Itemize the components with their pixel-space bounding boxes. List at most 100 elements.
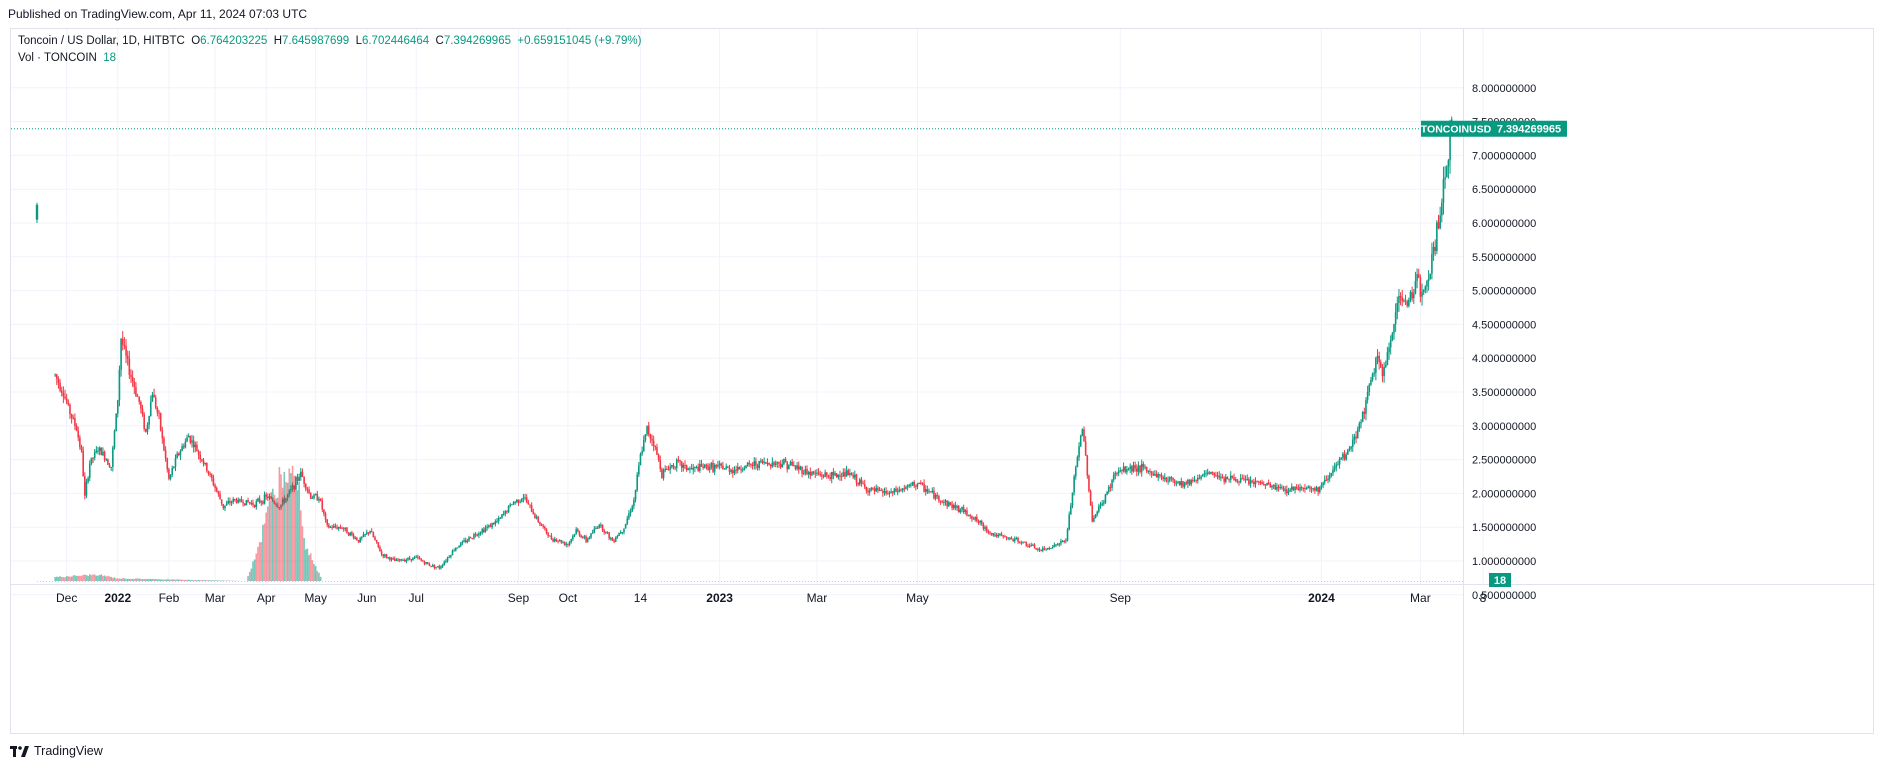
candle-body (1259, 481, 1262, 483)
candle-body (464, 540, 467, 542)
candle-body (60, 390, 63, 394)
candle-body (346, 527, 348, 534)
candle-body (677, 459, 680, 461)
candle-body (903, 488, 906, 490)
candle-body (1139, 465, 1141, 473)
candle-body (1117, 471, 1120, 474)
candle-body (1345, 454, 1347, 460)
volume-bar (85, 575, 88, 581)
candle-body (502, 513, 505, 515)
candle-body (1264, 484, 1267, 486)
candle-body (539, 521, 541, 525)
candle-body (1012, 539, 1014, 542)
candle-body (746, 462, 749, 466)
candle-body (1348, 448, 1351, 450)
candle-body (728, 467, 731, 472)
volume-bar (308, 555, 310, 581)
candle-body (1028, 545, 1031, 547)
candle-body (633, 499, 635, 507)
candle-body (1327, 478, 1329, 480)
candle-body (1091, 505, 1094, 522)
candle-body (455, 547, 457, 551)
volume-bar (301, 526, 304, 581)
candle-body (957, 506, 960, 513)
candle-body (855, 474, 858, 483)
candle-body (1411, 292, 1413, 299)
candle-body (329, 526, 332, 528)
candle-body (1216, 475, 1219, 477)
candle-body (105, 459, 108, 461)
candle-body (979, 520, 981, 523)
candle-body (1426, 280, 1428, 287)
candle-body (1444, 177, 1446, 180)
candle-body (684, 464, 686, 466)
volume-bar (154, 578, 157, 581)
candle-body (547, 533, 549, 536)
candle-body (618, 533, 620, 537)
candle-body (1215, 475, 1217, 477)
candle-body (1299, 487, 1301, 491)
candle-body (1025, 541, 1028, 546)
volume-bar (105, 576, 108, 581)
candle-body (707, 465, 709, 470)
candle-body (370, 531, 373, 533)
volume-bar (313, 564, 315, 581)
candle-body (890, 491, 892, 493)
x-tick-label: Jun (357, 591, 376, 605)
candle-body (1147, 470, 1150, 472)
volume-bar (62, 577, 65, 581)
candle-body (568, 541, 571, 545)
candle-body (1277, 486, 1280, 488)
candle-body (1131, 466, 1133, 472)
volume-bar (182, 579, 185, 581)
candle-body (1442, 179, 1445, 203)
candle-body (1386, 352, 1389, 365)
x-tick-label: Apr (257, 591, 276, 605)
volume-label[interactable]: Vol · TONCOIN (18, 52, 97, 64)
volume-bar (123, 578, 126, 581)
volume-bar (204, 580, 206, 581)
volume-bar (145, 579, 147, 581)
candle-body (880, 490, 883, 492)
candle-body (1094, 514, 1097, 518)
candle-body (59, 382, 61, 391)
candle-body (426, 562, 429, 565)
candle-body (176, 453, 178, 459)
candle-body (435, 566, 437, 568)
candle-body (522, 497, 525, 499)
candle-body (347, 533, 350, 536)
chart-panel[interactable]: 0.500000000 1.000000000 1.500000000 2.00000… (10, 28, 1875, 735)
volume-bar (304, 549, 307, 581)
candle-body (1323, 479, 1326, 483)
candle-body (389, 557, 391, 560)
volume-bar (146, 579, 149, 581)
candle-body (451, 550, 454, 556)
candle-body (403, 559, 406, 562)
y-tick-label: 1.000000000 (1472, 556, 1536, 568)
candle-body (555, 539, 558, 541)
volume-bar (283, 471, 286, 581)
candle-body (1449, 130, 1451, 161)
candle-body (74, 418, 76, 426)
tradingview-logo-icon[interactable] (10, 745, 30, 757)
candle-body (217, 491, 220, 494)
volume-bar (207, 580, 210, 581)
candle-body (774, 463, 777, 465)
volume-bar (60, 577, 63, 581)
symbol-title[interactable]: Toncoin / US Dollar, 1D, HITBTC (18, 35, 185, 47)
candle-body (121, 338, 124, 345)
change-value: +0.659151045 (+9.79%) (517, 35, 642, 47)
price-chart[interactable]: 0.500000000 1.000000000 1.500000000 2.00000… (11, 29, 1875, 735)
volume-bar (291, 465, 294, 581)
candle-body (1045, 548, 1047, 550)
candle-body (476, 534, 479, 536)
candle-body (860, 479, 863, 484)
volume-bar (153, 579, 155, 581)
footer-brand[interactable]: TradingView (34, 744, 103, 758)
candle-body (639, 453, 642, 466)
candle-body (1383, 367, 1385, 377)
candle-body (1355, 436, 1357, 439)
candle-body (868, 490, 871, 493)
candle-body (816, 472, 818, 474)
volume-bar (280, 474, 282, 581)
